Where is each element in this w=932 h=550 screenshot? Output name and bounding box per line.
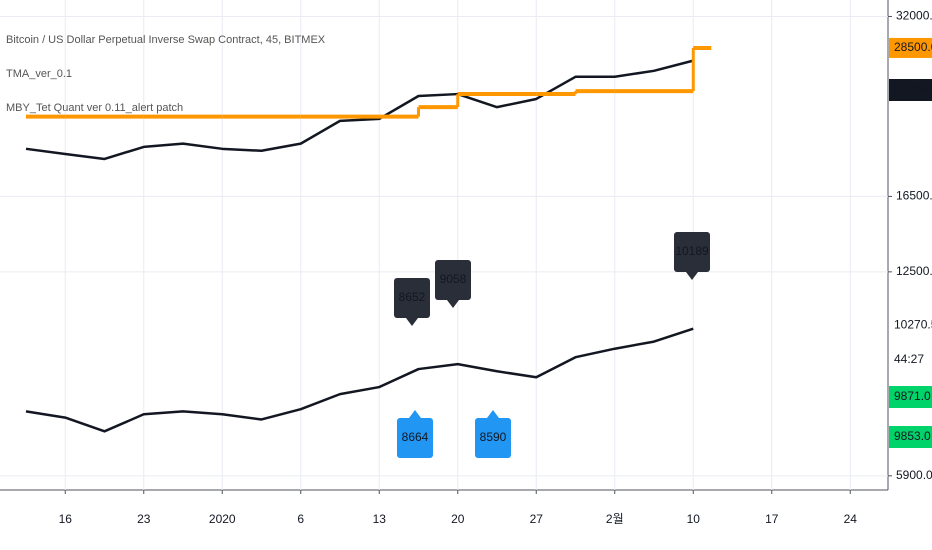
legend-entry: MBY_Tet Quant ver 0.11_alert patch bbox=[6, 102, 183, 114]
signal-callout: 9058 bbox=[435, 260, 471, 308]
overlay-badge bbox=[889, 426, 932, 448]
price-badge bbox=[889, 37, 932, 58]
overlay-badge bbox=[889, 79, 932, 101]
x-tick-label: 17 bbox=[765, 512, 779, 526]
y-tick-label: 32000.0 bbox=[896, 9, 932, 23]
signal-callout: 10189 bbox=[674, 232, 710, 280]
legend-entry: TMA_ver_0.1 bbox=[6, 68, 72, 80]
overlay-badge-label: 27795.5 bbox=[894, 82, 932, 96]
legend-entry: Bitcoin / US Dollar Perpetual Inverse Sw… bbox=[6, 34, 326, 46]
signal-callout: 8590 bbox=[475, 410, 511, 458]
callout-label: 8652 bbox=[399, 290, 426, 304]
callout-label: 9058 bbox=[440, 272, 467, 286]
x-tick-label: 6 bbox=[297, 512, 304, 526]
y-tick-label: 16500.0 bbox=[896, 189, 932, 203]
callout-box bbox=[475, 418, 511, 458]
x-tick-label: 24 bbox=[844, 512, 858, 526]
price-badge-label: 28500.0 bbox=[894, 40, 932, 54]
overlay-badge-label: 44:27 bbox=[894, 352, 924, 366]
callout-box bbox=[397, 418, 433, 458]
signal-callout: 8664 bbox=[397, 410, 433, 458]
overlay-badge-label: 9871.0 bbox=[894, 389, 931, 403]
signal-callout: 8652 bbox=[394, 278, 430, 326]
x-tick-label: 27 bbox=[530, 512, 544, 526]
y-tick-label: 12500.0 bbox=[896, 264, 932, 278]
price-badge bbox=[889, 315, 932, 336]
overlay-badge bbox=[889, 386, 932, 408]
price-badge-label: 10270.5 bbox=[894, 317, 932, 331]
callout-box bbox=[394, 278, 430, 318]
overlay-badge-label: 9853.0 bbox=[894, 429, 931, 443]
callout-pointer bbox=[487, 410, 499, 418]
price-line bbox=[25, 327, 694, 433]
overlay-badge bbox=[889, 349, 932, 371]
callout-pointer bbox=[447, 300, 459, 308]
callout-label: 8590 bbox=[480, 430, 507, 444]
price-line bbox=[25, 59, 694, 161]
callout-pointer bbox=[686, 272, 698, 280]
x-tick-label: 23 bbox=[137, 512, 151, 526]
x-tick-label: 10 bbox=[687, 512, 701, 526]
callout-label: 10189 bbox=[675, 244, 709, 258]
callout-box bbox=[674, 232, 710, 272]
callout-pointer bbox=[409, 410, 421, 418]
y-tick-label: 5900.0 bbox=[896, 468, 932, 482]
x-tick-label: 2월 bbox=[606, 512, 624, 526]
x-tick-label: 13 bbox=[373, 512, 387, 526]
callout-box bbox=[435, 260, 471, 300]
callout-label: 8664 bbox=[402, 430, 429, 444]
x-tick-label: 2020 bbox=[209, 512, 236, 526]
x-tick-label: 16 bbox=[59, 512, 73, 526]
callout-pointer bbox=[406, 318, 418, 326]
x-tick-label: 20 bbox=[451, 512, 465, 526]
